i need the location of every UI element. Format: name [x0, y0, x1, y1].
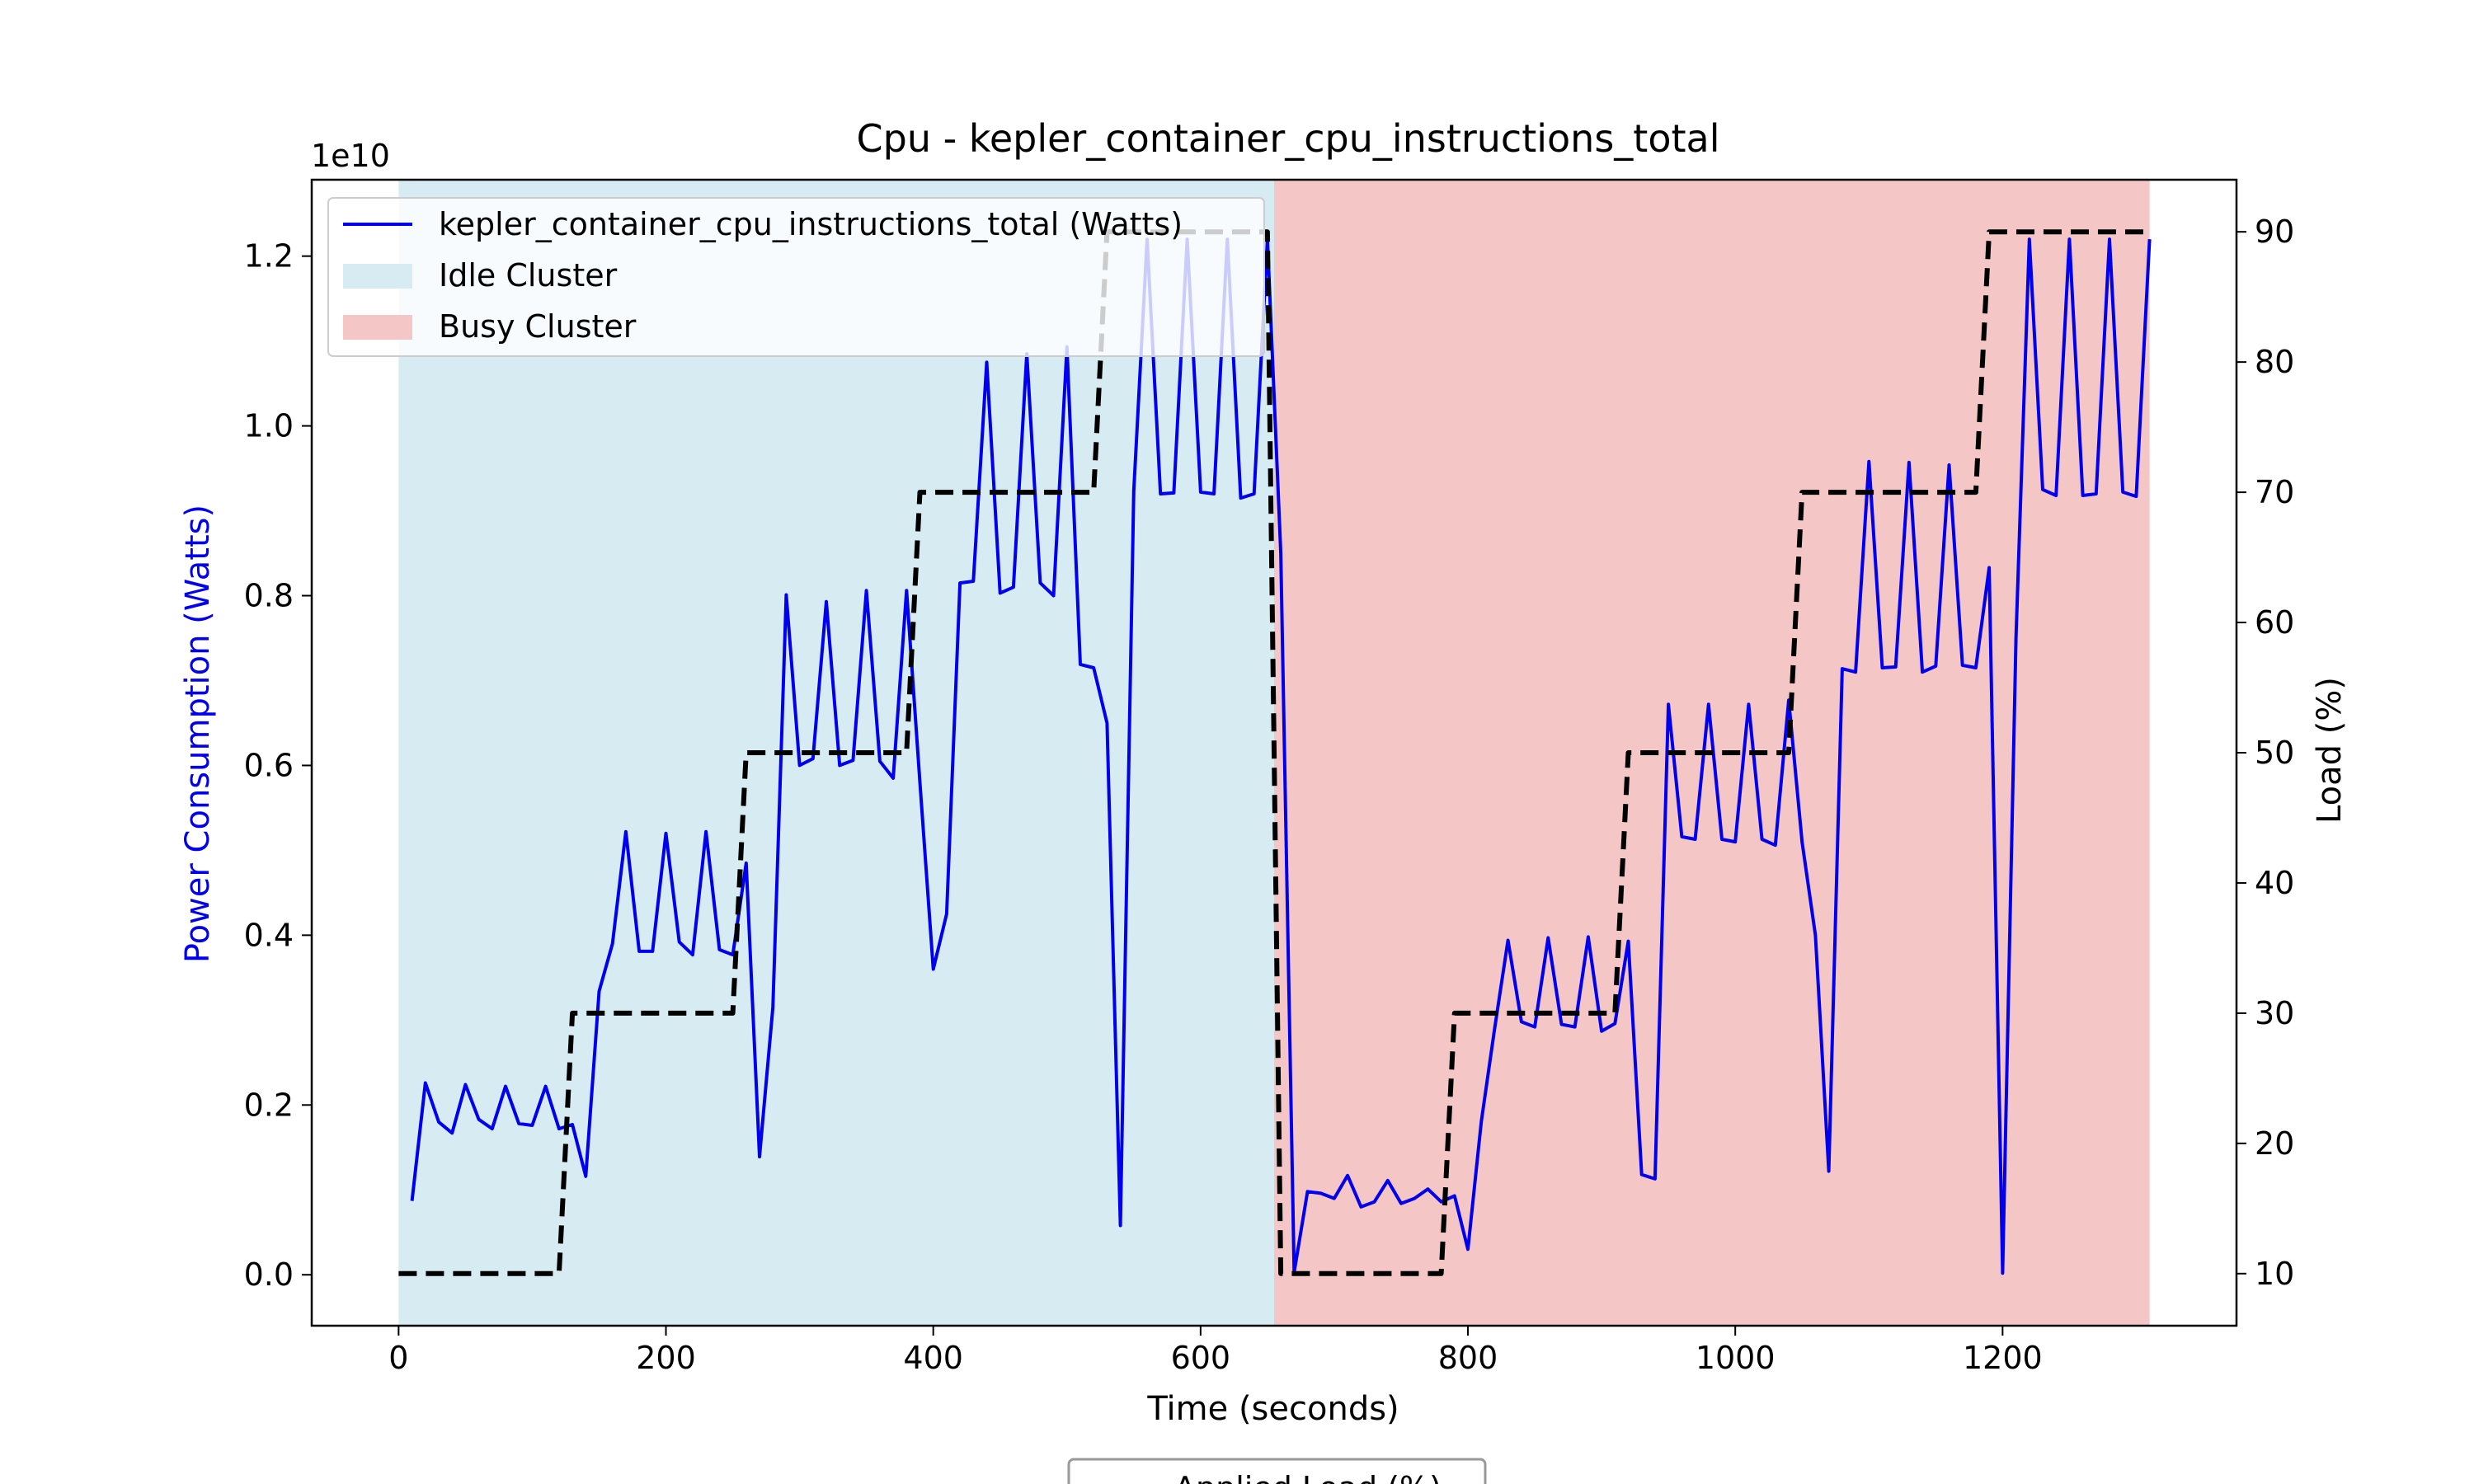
legend-main-box [327, 197, 1265, 357]
x-tick-label: 400 [903, 1340, 963, 1376]
x-tick-label: 0 [388, 1340, 408, 1376]
right-tick-label: 60 [2255, 604, 2294, 641]
chart-title: Cpu - kepler_container_cpu_instructions_… [857, 116, 1720, 161]
left-tick-label: 0.8 [244, 578, 294, 614]
x-tick-label: 1200 [1963, 1340, 2043, 1376]
left-tick-label: 1.2 [244, 238, 294, 275]
right-tick-label: 70 [2255, 474, 2294, 510]
left-axis-label: Power Consumption (Watts) [179, 505, 217, 963]
legend-secondary: Applied Load (%) [1067, 1458, 1487, 1484]
right-tick-label: 50 [2255, 735, 2294, 771]
y-offset-label: 1e10 [311, 138, 390, 174]
legend-entry-label: Idle Cluster [439, 257, 618, 294]
left-tick-label: 0.2 [244, 1087, 294, 1123]
right-axis-label: Load (%) [2311, 677, 2349, 824]
series-line-applied-load [398, 229, 2150, 1276]
left-tick-label: 1.0 [244, 408, 294, 444]
series-layer [398, 229, 2152, 1276]
right-tick-label: 10 [2255, 1256, 2294, 1292]
x-axis-ticks: 0 200 400 600 800 1000 1200 [388, 1326, 2043, 1376]
x-tick-label: 200 [636, 1340, 696, 1376]
right-tick-label: 20 [2255, 1125, 2294, 1162]
x-tick-label: 800 [1438, 1340, 1498, 1376]
x-tick-label: 600 [1171, 1340, 1231, 1376]
x-axis-label: Time (seconds) [1146, 1390, 1399, 1428]
right-tick-label: 40 [2255, 865, 2294, 901]
left-tick-label: 0.4 [244, 917, 294, 953]
right-tick-label: 90 [2255, 214, 2294, 250]
legend-entry-label: kepler_container_cpu_instructions_total … [439, 206, 1183, 242]
legend-swatch-patch [343, 264, 412, 289]
legend-entry-label: Applied Load (%) [1174, 1470, 1442, 1484]
right-tick-label: 30 [2255, 995, 2294, 1031]
left-tick-label: 0.0 [244, 1256, 294, 1293]
x-tick-label: 1000 [1696, 1340, 1776, 1376]
left-axis-ticks: 0.0 0.2 0.4 0.6 0.8 1.0 1.2 [244, 238, 312, 1293]
series-line-power [410, 237, 2152, 1275]
legend-secondary-box [1067, 1458, 1487, 1484]
right-axis-ticks: 10 20 30 40 50 60 70 80 90 [2236, 214, 2294, 1292]
right-tick-label: 80 [2255, 344, 2294, 380]
left-tick-label: 0.6 [244, 747, 294, 783]
legend-swatch-patch [343, 315, 412, 340]
legend-entry-label: Busy Cluster [439, 308, 637, 345]
legend-main: kepler_container_cpu_instructions_total … [327, 197, 1265, 357]
